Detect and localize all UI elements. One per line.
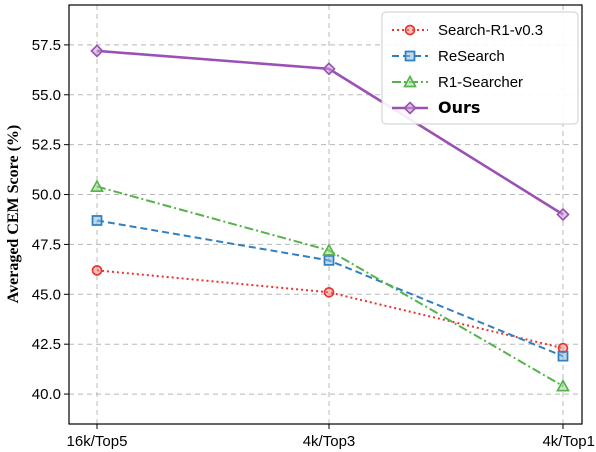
- data-point-fill: [557, 342, 569, 354]
- legend-label: Search-R1-v0.3: [438, 22, 543, 39]
- series-search-r1-v0-3: [91, 265, 569, 354]
- y-tick-label: 57.5: [32, 37, 61, 54]
- y-tick-label: 55.0: [32, 87, 61, 104]
- legend-marker-fill: [403, 74, 417, 88]
- legend-entry: Search-R1-v0.3: [392, 22, 543, 39]
- legend-marker-fill: [403, 101, 417, 115]
- data-point-fill: [90, 44, 104, 58]
- legend: Search-R1-v0.3 ReSearch R1-Searcher Ours: [381, 11, 579, 125]
- y-tick-label: 52.5: [32, 137, 61, 154]
- legend-label: ReSearch: [438, 48, 505, 65]
- data-point-fill: [556, 379, 570, 392]
- y-tick-label: 50.0: [32, 187, 61, 204]
- plot-frame: [68, 4, 583, 425]
- series-research: [91, 215, 569, 362]
- data-point-fill: [556, 207, 570, 222]
- data-point-fill: [322, 243, 336, 256]
- y-tick-label: 47.5: [32, 236, 61, 253]
- x-tick-label: 4k/Top1: [542, 433, 595, 450]
- legend-label: R1-Searcher: [438, 74, 523, 91]
- series-line: [96, 185, 564, 387]
- y-tick-label: 42.5: [32, 336, 61, 353]
- data-point-fill: [91, 265, 103, 276]
- y-tick-label: 40.0: [32, 386, 61, 403]
- legend-box: [381, 11, 579, 125]
- legend-entry: Ours: [392, 98, 480, 117]
- series-r1-searcher: [90, 179, 570, 392]
- y-tick-label: 45.0: [32, 286, 61, 303]
- data-point-fill: [323, 255, 335, 266]
- x-tick-label: 16k/Top5: [67, 433, 128, 450]
- data-point-fill: [91, 215, 103, 226]
- data-point-fill: [90, 179, 104, 192]
- legend-marker-fill: [404, 24, 416, 36]
- legend-marker-fill: [404, 50, 416, 62]
- data-point-fill: [323, 287, 335, 298]
- axes: 40.0 42.5 45.0 47.5 50.0 52.5 55.0 57.5 16k/Top5…: [32, 4, 595, 450]
- series-layer: [90, 44, 570, 392]
- data-point-fill: [557, 350, 569, 362]
- series-line: [96, 219, 564, 358]
- series-line: [96, 49, 564, 216]
- x-tick-label: 4k/Top3: [303, 433, 356, 450]
- y-axis-title: Averaged CEM Score (%): [5, 125, 22, 303]
- legend-entry: R1-Searcher: [392, 74, 523, 91]
- series-ours: [90, 44, 570, 222]
- series-line: [96, 269, 564, 350]
- data-point-fill: [322, 62, 336, 76]
- legend-label: Ours: [438, 98, 480, 117]
- legend-entry: ReSearch: [392, 48, 505, 65]
